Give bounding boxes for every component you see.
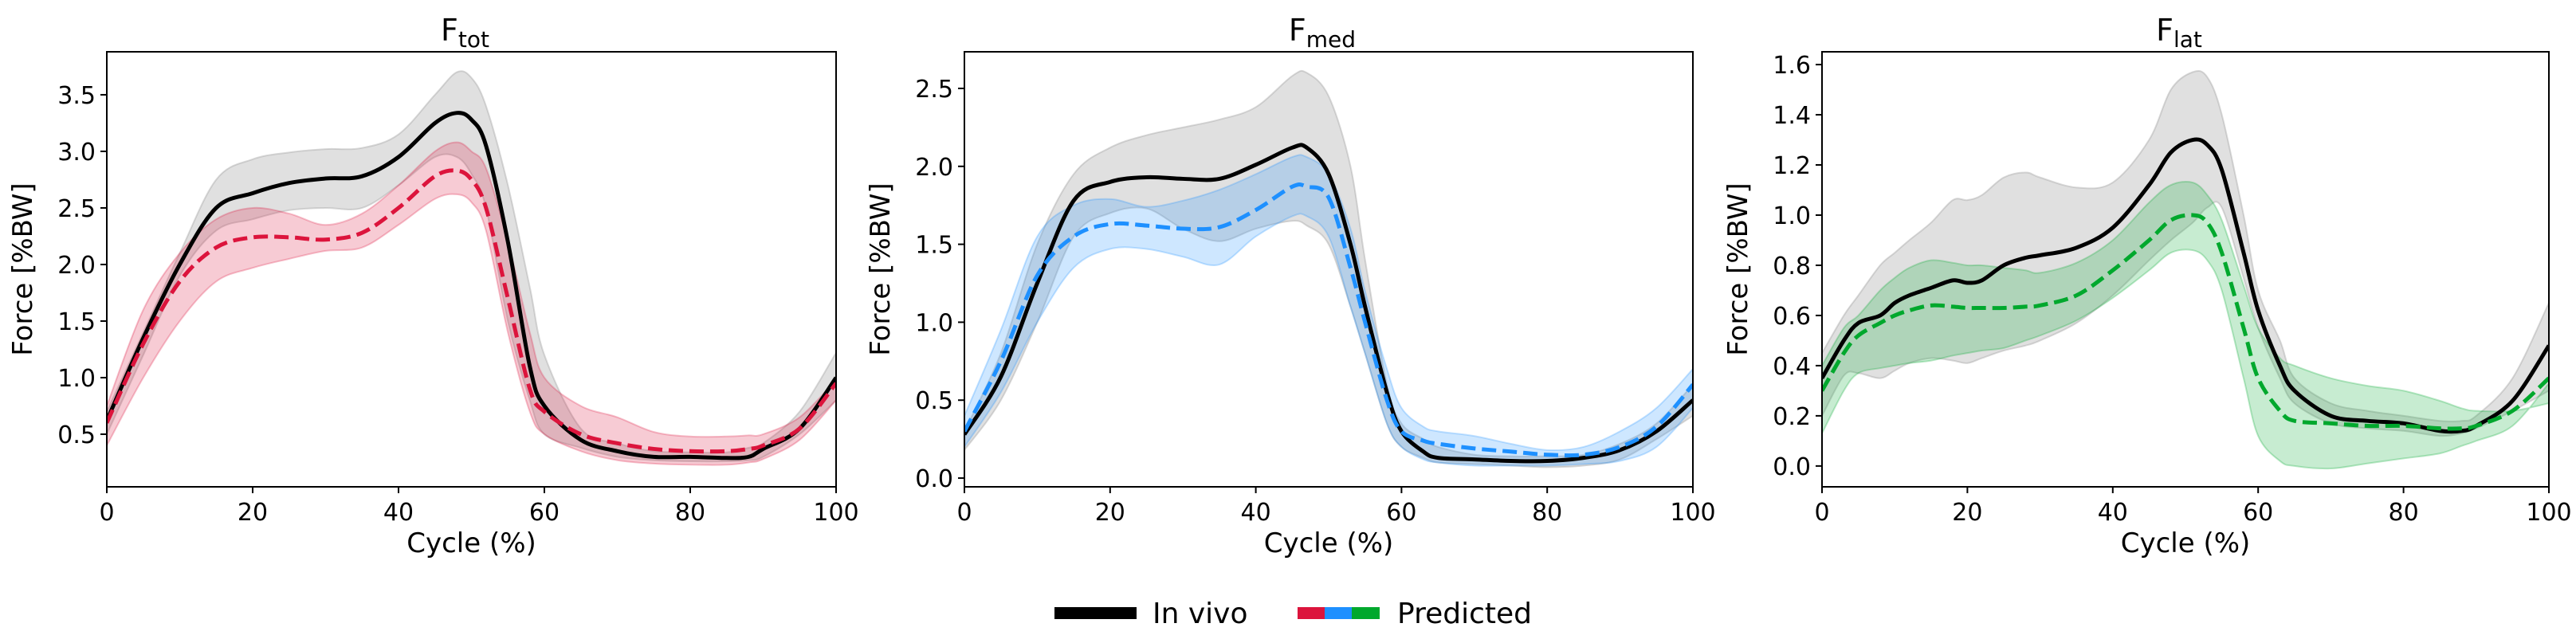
legend-predicted-swatch-red [1298,607,1325,619]
y-tick-label: 2.0 [57,252,96,280]
x-tick-label: 100 [813,499,858,527]
y-tick-label: 0.6 [1773,303,1811,331]
predicted-mean-line [1822,213,2549,431]
title-main: F [441,13,458,48]
legend-invivo-label: In vivo [1153,598,1248,630]
y-tick-label: 0.0 [915,465,953,493]
x-tick-label: 80 [2389,499,2419,527]
y-axis-label: Force [%BW] [865,182,897,355]
x-tick-label: 40 [383,499,414,527]
y-tick-label: 2.5 [57,195,96,223]
y-tick-label: 1.5 [915,232,953,260]
y-tick-label: 1.0 [915,309,953,337]
y-tick-label: 1.2 [1773,152,1811,180]
subplot-title: Ftot [441,13,489,53]
y-tick-label: 0.5 [915,387,953,415]
x-tick-label: 20 [1095,499,1125,527]
x-tick-label: 0 [1814,499,1829,527]
x-tick-label: 20 [238,499,268,527]
y-tick-label: 0.2 [1773,403,1811,431]
plot-area [964,69,1693,468]
y-axis-label: Force [%BW] [7,182,39,355]
legend-invivo-swatch [1054,607,1137,619]
x-tick-label: 60 [2243,499,2273,527]
x-tick-label: 100 [1670,499,1715,527]
y-axis-label: Force [%BW] [1722,182,1754,355]
legend-predicted-swatch-blue [1325,607,1353,619]
invivo-mean-line [107,111,836,461]
y-tick-label: 1.0 [57,365,96,393]
x-tick-label: 80 [1532,499,1562,527]
x-tick-label: 0 [956,499,972,527]
subplot-title: Flat [2156,13,2202,53]
y-tick-label: 1.6 [1773,52,1811,80]
title-subscript: tot [458,26,489,53]
predicted-mean-line [107,168,836,454]
y-tick-label: 2.0 [915,154,953,182]
y-tick-label: 0.4 [1773,353,1811,381]
y-tick-label: 1.5 [57,308,96,336]
plot-area [1822,69,2549,470]
x-tick-label: 40 [2098,499,2128,527]
y-tick-label: 3.5 [57,82,96,110]
x-tick-label: 0 [99,499,114,527]
x-axis-label: Cycle (%) [2121,527,2251,559]
y-tick-label: 1.0 [1773,202,1811,230]
subplot-lat: 0 20 40 60 80 100 0.0 0.2 0.4 0.6 0.8 1.0 1.2 1.4 1.6 C… [1722,13,2572,559]
invivo-mean-line [1822,137,2549,434]
subplot-title: Fmed [1289,13,1356,53]
y-tick-label: 0.5 [57,421,96,449]
axes-frame [106,51,837,488]
invivo-std-band [964,69,1693,468]
title-main: F [1289,13,1306,48]
title-subscript: lat [2174,26,2202,53]
x-tick-label: 20 [1952,499,1982,527]
title-subscript: med [1306,26,1356,53]
invivo-std-band [1822,69,2549,437]
legend-predicted-label: Predicted [1397,598,1532,630]
y-tick-label: 1.4 [1773,102,1811,130]
invivo-std-band [107,70,836,463]
legend: In vivo Predicted [1054,598,1532,630]
predicted-mean-line [964,182,1693,458]
title-main: F [2156,13,2174,48]
y-tick-label: 0.8 [1773,253,1811,280]
x-tick-label: 100 [2526,499,2571,527]
x-tick-label: 80 [675,499,705,527]
x-tick-label: 40 [1241,499,1271,527]
axes-frame [1821,51,2550,488]
y-tick-label: 2.5 [915,76,953,104]
y-tick-label: 0.0 [1773,453,1811,481]
x-tick-label: 60 [1386,499,1416,527]
plot-area [107,70,836,466]
axes-frame [964,51,1694,488]
legend-predicted-swatch-green [1352,607,1380,619]
predicted-std-band [964,154,1693,467]
x-axis-label: Cycle (%) [406,527,536,559]
x-axis-label: Cycle (%) [1264,527,1394,559]
y-tick-label: 3.0 [57,139,96,167]
x-tick-label: 60 [529,499,560,527]
subplot-med: 0 20 40 60 80 100 0.0 0.5 1.0 1.5 2.0 2.5 Cycle (%) F… [865,13,1716,559]
invivo-mean-line [964,143,1693,464]
subplot-tot: 0 20 40 60 80 100 0.5 1.0 1.5 2.0 2.5 3.0 3.5 Cycle (… [7,13,859,559]
